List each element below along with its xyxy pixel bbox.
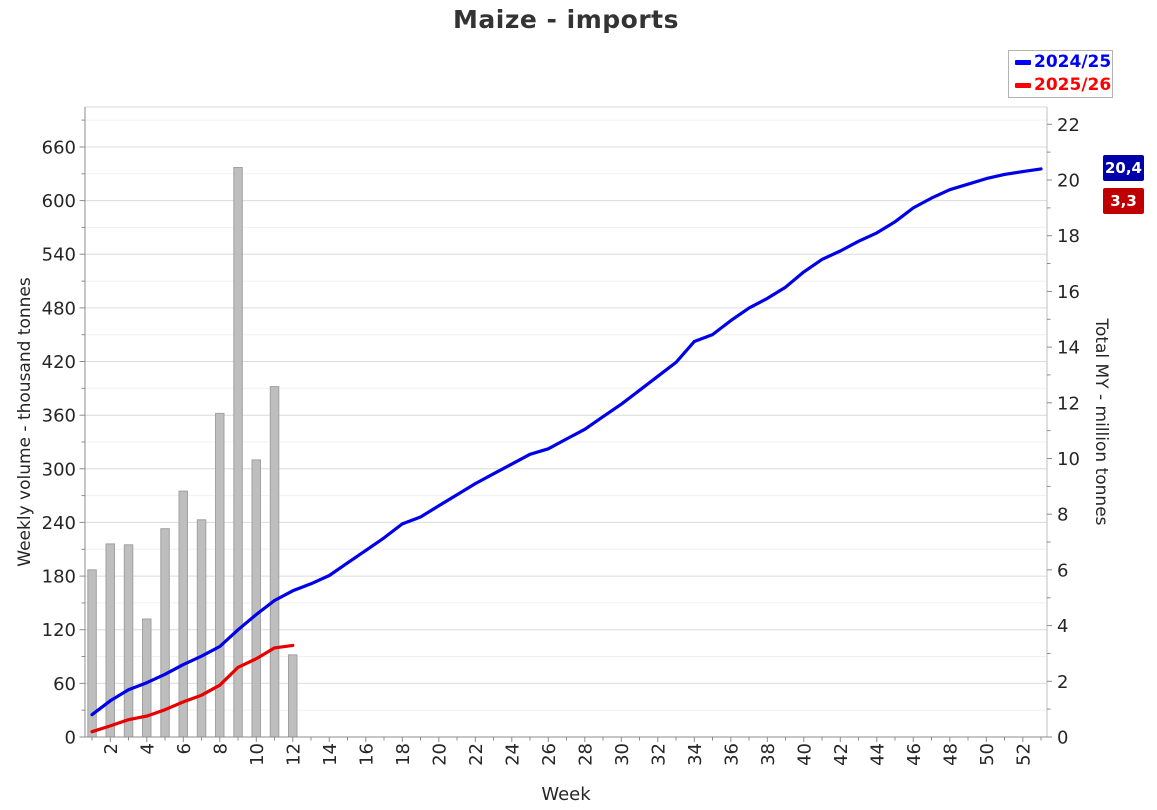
y-left-tick-label-480: 480	[42, 298, 76, 319]
x-tick-label-36: 36	[721, 743, 742, 766]
y-left-tick-label-420: 420	[42, 352, 76, 373]
y-left-tick-label-600: 600	[42, 191, 76, 212]
bar-week-2	[105, 543, 115, 738]
legend-label-2025-26: 2025/26	[1034, 75, 1112, 95]
y-right-tick-label-0: 0	[1057, 728, 1068, 749]
y-left-tick-label-300: 300	[42, 459, 76, 480]
x-tick-label-38: 38	[758, 743, 779, 766]
bar-week-12	[288, 654, 298, 738]
line-2025-26	[90, 643, 295, 734]
legend-item-2025-26: 2025/26	[1009, 74, 1112, 97]
y-right-tick-label-8: 8	[1057, 505, 1068, 526]
line-2024-25	[90, 167, 1043, 717]
x-tick-label-8: 8	[210, 743, 231, 754]
end-value-badge-2024-25: 20,4	[1103, 155, 1144, 181]
x-tick-label-22: 22	[466, 743, 487, 766]
y-right-tick-label-12: 12	[1057, 393, 1080, 414]
x-tick-label-10: 10	[247, 743, 268, 766]
y-right-tick-label-6: 6	[1057, 560, 1068, 581]
legend-box: 2024/25 2025/26	[1008, 50, 1113, 98]
x-tick-labels: 2 4 6 8 10 12 14 16 18 20 22 24 26 28 30 32 34 36 38 40 42 44…	[101, 743, 1035, 766]
legend-item-2024-25: 2024/25	[1009, 51, 1112, 74]
y-right-tick-label-2: 2	[1057, 672, 1068, 693]
x-tick-label-34: 34	[685, 743, 706, 766]
x-tick-label-40: 40	[794, 743, 815, 766]
x-axis-title: Week	[541, 784, 591, 805]
y-right-tick-label-22: 22	[1057, 115, 1080, 136]
bar-week-4	[142, 618, 152, 738]
x-tick-label-48: 48	[940, 743, 961, 766]
legend-label-2024-25: 2024/25	[1034, 52, 1112, 72]
bars-weekly-volume	[87, 167, 298, 738]
bar-week-5	[160, 528, 170, 738]
axis-ticks	[79, 119, 1052, 742]
y-left-tick-label-120: 120	[42, 620, 76, 641]
x-tick-label-14: 14	[320, 743, 341, 766]
y-right-axis-title: Total MY - million tonnes	[1091, 317, 1111, 525]
x-tick-label-4: 4	[137, 743, 158, 754]
y-right-tick-labels: 0 2 4 6 8 10 12 14 16 18 20 22	[1057, 115, 1080, 749]
chart-title: Maize - imports	[453, 5, 679, 34]
bar-week-11	[269, 386, 280, 738]
y-left-tick-label-0: 0	[65, 728, 76, 749]
x-tick-label-46: 46	[904, 743, 925, 766]
y-left-tick-label-240: 240	[42, 513, 76, 534]
y-right-tick-label-16: 16	[1057, 282, 1080, 303]
y-left-tick-label-180: 180	[42, 567, 76, 588]
y-left-axis-title: Weekly volume - thousand tonnes	[15, 277, 35, 567]
x-tick-label-42: 42	[831, 743, 852, 766]
x-tick-label-18: 18	[393, 743, 414, 766]
x-tick-label-30: 30	[612, 743, 633, 766]
y-right-tick-label-4: 4	[1057, 616, 1068, 637]
bar-week-3	[123, 544, 134, 738]
y-left-tick-label-360: 360	[42, 406, 76, 427]
x-tick-label-44: 44	[867, 743, 888, 766]
x-tick-label-24: 24	[502, 743, 523, 766]
legend-line-swatch-2024-25-icon	[1015, 60, 1031, 65]
x-tick-label-2: 2	[101, 743, 122, 754]
y-right-tick-label-20: 20	[1057, 171, 1080, 192]
x-tick-label-50: 50	[977, 743, 998, 766]
x-tick-label-52: 52	[1013, 743, 1034, 766]
bar-week-7	[196, 519, 207, 738]
y-left-tick-labels: 0 60 120 180 240 300 360 420 480 540 600 660	[42, 138, 76, 749]
bar-week-9	[233, 167, 243, 738]
gridlines	[85, 119, 1047, 711]
y-left-tick-label-540: 540	[42, 245, 76, 266]
x-tick-label-6: 6	[174, 743, 195, 754]
x-tick-label-32: 32	[648, 743, 669, 766]
y-right-tick-label-14: 14	[1057, 338, 1080, 359]
x-tick-label-20: 20	[429, 743, 450, 766]
y-left-tick-label-60: 60	[53, 674, 76, 695]
bar-week-10	[251, 459, 261, 738]
y-right-tick-label-18: 18	[1057, 226, 1080, 247]
x-tick-label-26: 26	[539, 743, 560, 766]
x-tick-label-16: 16	[356, 743, 377, 766]
x-tick-label-28: 28	[575, 743, 596, 766]
y-left-tick-label-660: 660	[42, 138, 76, 159]
legend-line-swatch-2025-26-icon	[1015, 83, 1031, 88]
end-value-badge-2025-26: 3,3	[1103, 188, 1144, 214]
x-tick-label-12: 12	[283, 743, 304, 766]
y-right-tick-label-10: 10	[1057, 449, 1080, 470]
